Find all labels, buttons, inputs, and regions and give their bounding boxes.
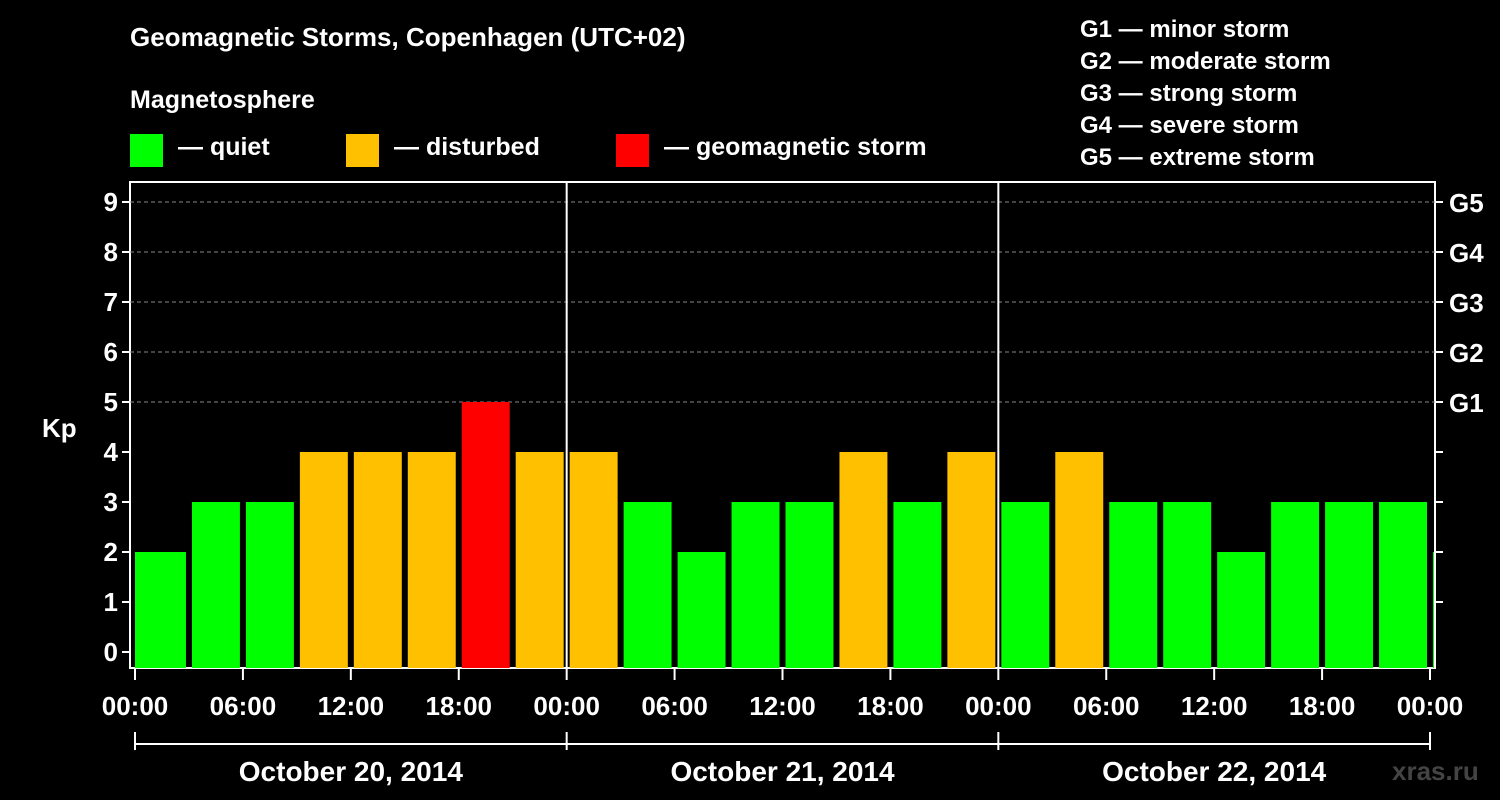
x-tick-label: 00:00 bbox=[533, 691, 600, 721]
kp-bar-12 bbox=[785, 502, 834, 668]
g-level-label-G4: G4 bbox=[1449, 238, 1484, 268]
g3-legend: G3 — strong storm bbox=[1080, 80, 1298, 107]
kp-bar-2 bbox=[245, 502, 294, 668]
kp-bar-17 bbox=[1055, 452, 1104, 668]
kp-bar-11 bbox=[731, 502, 780, 668]
kp-bar-22 bbox=[1325, 502, 1374, 668]
g4-legend: G4 — severe storm bbox=[1080, 112, 1299, 139]
kp-bar-0 bbox=[135, 552, 186, 668]
kp-bar-8 bbox=[569, 452, 618, 668]
kp-bar-16 bbox=[1001, 502, 1050, 668]
kp-bar-18 bbox=[1109, 502, 1158, 668]
g-level-label-G1: G1 bbox=[1449, 388, 1484, 418]
watermark: xras.ru bbox=[1392, 756, 1479, 786]
x-tick-label: 06:00 bbox=[210, 691, 277, 721]
y-tick-label-4: 4 bbox=[104, 437, 119, 467]
x-tick-label: 00:00 bbox=[1397, 691, 1464, 721]
y-tick-label-3: 3 bbox=[104, 487, 118, 517]
g5-legend: G5 — extreme storm bbox=[1080, 144, 1315, 171]
quiet-legend-swatch bbox=[130, 134, 163, 167]
kp-bar-7 bbox=[515, 452, 564, 668]
chart-subtitle: Magnetosphere bbox=[130, 86, 315, 114]
kp-bar-15 bbox=[947, 452, 996, 668]
y-tick-label-7: 7 bbox=[104, 287, 118, 317]
kp-bar-9 bbox=[623, 502, 672, 668]
x-tick-label: 12:00 bbox=[749, 691, 816, 721]
y-tick-label-9: 9 bbox=[104, 187, 118, 217]
y-tick-label-1: 1 bbox=[104, 587, 118, 617]
x-tick-label: 18:00 bbox=[426, 691, 493, 721]
disturbed-legend-label: — disturbed bbox=[394, 133, 540, 161]
y-tick-label-2: 2 bbox=[104, 537, 118, 567]
quiet-legend-label: — quiet bbox=[178, 133, 270, 161]
day-label: October 21, 2014 bbox=[670, 756, 895, 787]
chart-title: Geomagnetic Storms, Copenhagen (UTC+02) bbox=[130, 22, 686, 52]
y-tick-label-5: 5 bbox=[104, 387, 118, 417]
x-tick-label: 18:00 bbox=[857, 691, 924, 721]
x-tick-label: 06:00 bbox=[641, 691, 708, 721]
y-tick-label-8: 8 bbox=[104, 237, 118, 267]
kp-bar-23 bbox=[1379, 502, 1427, 668]
kp-bar-13 bbox=[839, 452, 888, 668]
g-level-label-G5: G5 bbox=[1449, 188, 1484, 218]
y-tick-label-0: 0 bbox=[104, 637, 118, 667]
kp-bar-10 bbox=[677, 552, 726, 668]
day-label: October 20, 2014 bbox=[239, 756, 464, 787]
kp-bar-1 bbox=[191, 502, 240, 668]
x-tick-label: 12:00 bbox=[1181, 691, 1248, 721]
kp-bar-24 bbox=[1433, 552, 1434, 668]
kp-bar-4 bbox=[353, 452, 402, 668]
g-level-label-G3: G3 bbox=[1449, 288, 1484, 318]
x-tick-label: 12:00 bbox=[318, 691, 385, 721]
g1-legend: G1 — minor storm bbox=[1080, 16, 1290, 43]
kp-bar-20 bbox=[1217, 552, 1266, 668]
day-label: October 22, 2014 bbox=[1102, 756, 1327, 787]
kp-bar-3 bbox=[299, 452, 348, 668]
kp-bar-14 bbox=[893, 502, 942, 668]
disturbed-legend-swatch bbox=[346, 134, 379, 167]
x-tick-label: 06:00 bbox=[1073, 691, 1140, 721]
x-tick-label: 00:00 bbox=[965, 691, 1032, 721]
x-tick-label: 18:00 bbox=[1289, 691, 1356, 721]
y-tick-label-6: 6 bbox=[104, 337, 118, 367]
y-axis-label: Kp bbox=[42, 413, 77, 443]
storm-legend-swatch bbox=[616, 134, 649, 167]
g2-legend: G2 — moderate storm bbox=[1080, 48, 1331, 75]
kp-bar-19 bbox=[1163, 502, 1212, 668]
kp-bar-6 bbox=[461, 402, 510, 668]
kp-bar-5 bbox=[407, 452, 456, 668]
x-tick-label: 00:00 bbox=[102, 691, 169, 721]
g-level-label-G2: G2 bbox=[1449, 338, 1484, 368]
storm-legend-label: — geomagnetic storm bbox=[664, 133, 927, 161]
kp-bar-21 bbox=[1271, 502, 1320, 668]
